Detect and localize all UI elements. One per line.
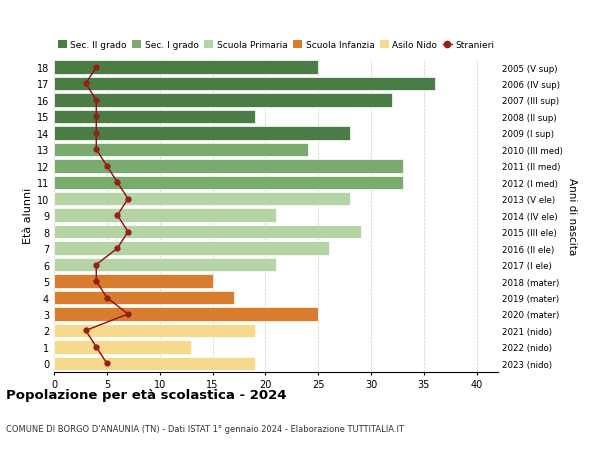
Bar (54, 94, 392, 107)
Bar (54, 308, 318, 321)
Bar (54, 357, 255, 370)
Bar (54, 225, 361, 239)
Bar (54, 242, 329, 255)
Y-axis label: Età alunni: Età alunni (23, 188, 32, 244)
Bar (54, 78, 434, 91)
Bar (54, 143, 308, 157)
Bar (54, 127, 350, 140)
Bar (54, 324, 255, 337)
Bar (54, 274, 212, 288)
Bar (54, 341, 191, 354)
Bar (54, 193, 350, 206)
Bar (54, 291, 234, 305)
Bar (54, 61, 318, 75)
Legend: Sec. II grado, Sec. I grado, Scuola Primaria, Scuola Infanzia, Asilo Nido, Stran: Sec. II grado, Sec. I grado, Scuola Prim… (54, 37, 498, 53)
Text: COMUNE DI BORGO D'ANAUNIA (TN) - Dati ISTAT 1° gennaio 2024 - Elaborazione TUTTI: COMUNE DI BORGO D'ANAUNIA (TN) - Dati IS… (6, 425, 404, 434)
Bar (54, 258, 276, 272)
Bar (54, 176, 403, 190)
Text: Popolazione per età scolastica - 2024: Popolazione per età scolastica - 2024 (6, 388, 287, 401)
Y-axis label: Anni di nascita: Anni di nascita (567, 177, 577, 254)
Bar (54, 111, 255, 124)
Bar (54, 209, 276, 223)
Bar (54, 160, 403, 173)
